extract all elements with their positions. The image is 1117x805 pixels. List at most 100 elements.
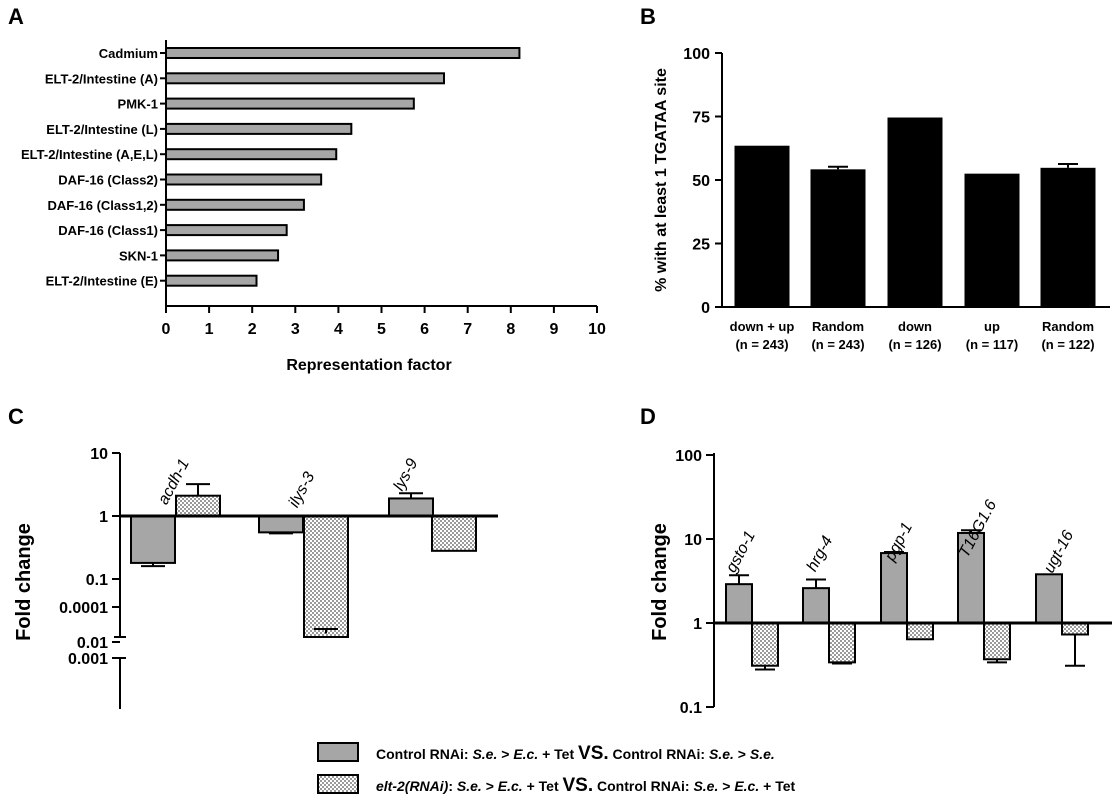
chart-d-bar: [802, 587, 830, 624]
chart-c-bar: [431, 515, 477, 552]
chart-c-y-tick-label: 1: [99, 509, 108, 526]
chart-a-category-label: DAF-16 (Class1,2): [47, 198, 158, 213]
chart-a-bar: [165, 148, 338, 161]
chart-a-bar: [165, 198, 305, 211]
chart-a-x-tick-label: 3: [291, 321, 300, 338]
chart-d-bar: [828, 622, 856, 664]
chart-b-category-label: Random: [1042, 319, 1094, 334]
chart-c-bar: [388, 497, 434, 518]
legend-label-control: Control RNAi: S.e. > E.c. + Tet VS. Cont…: [376, 743, 775, 764]
chart-b-category-n: (n = 243): [735, 337, 788, 352]
chart-a-bar: [165, 173, 323, 186]
chart-b-y-tick-label: 25: [692, 237, 710, 254]
chart-c-bar: [303, 515, 349, 638]
chart-a-x-label: Representation factor: [286, 357, 451, 374]
chart-b-category-n: (n = 243): [811, 337, 864, 352]
chart-c-y-label: Fold change: [13, 523, 35, 641]
chart-a-bar: [165, 72, 445, 85]
chart-a-bar: [165, 274, 258, 287]
chart-a: Cadmium ELT-2/Intestine (A) PMK-1 ELT-2/Int…: [21, 40, 606, 374]
chart-a-x-tick-label: 9: [549, 321, 558, 338]
chart-a-category-label: ELT-2/Intestine (E): [46, 274, 158, 289]
chart-b-category-label: up: [984, 319, 1000, 334]
chart-d-y-tick-label: 10: [684, 532, 702, 549]
chart-a-category-label: PMK-1: [118, 97, 158, 112]
panel-label-d: D: [640, 404, 656, 429]
chart-a-x-tick-label: 5: [377, 321, 386, 338]
chart-c-y-tick-label: 0.01: [77, 635, 108, 652]
chart-d-bar: [983, 622, 1011, 661]
chart-a-bar: [165, 122, 353, 135]
chart-d-y-tick-label: 100: [675, 448, 702, 465]
chart-a-x-tick-label: 1: [205, 321, 214, 338]
chart-b-bar: [734, 145, 790, 307]
chart-c-bar: [175, 494, 221, 518]
chart-b-category-label: down + up: [730, 319, 795, 334]
chart-b-category-n: (n = 117): [966, 337, 1018, 352]
chart-d-gene-label: ugt-16: [1041, 528, 1077, 576]
chart-b-y-tick-label: 75: [692, 110, 710, 127]
chart-d-bar: [1061, 622, 1089, 636]
chart-c-y-tick-label: 0.1: [86, 572, 108, 589]
chart-d-bar: [725, 583, 753, 624]
chart-d-gene-label: hrg-4: [804, 533, 837, 574]
chart-b-y-label: % with at least 1 TGATAA site: [653, 68, 670, 292]
chart-c-bar: [258, 515, 304, 534]
chart-a-category-label: DAF-16 (Class1): [58, 223, 158, 238]
chart-a-x-tick-label: 7: [463, 321, 472, 338]
legend-swatch-control: [317, 742, 359, 762]
chart-a-category-label: ELT-2/Intestine (A): [45, 71, 158, 86]
chart-b-category-label: down: [898, 319, 932, 334]
chart-b-bar: [887, 117, 943, 308]
legend-swatch-elt2: [317, 774, 359, 794]
chart-a-x-tick-label: 6: [420, 321, 429, 338]
chart-b-bar: [1040, 167, 1096, 307]
chart-a-bar: [165, 47, 521, 59]
chart-d-y-label: Fold change: [649, 523, 671, 641]
chart-d-bar: [880, 552, 908, 625]
chart-c-gene-label: lys-9: [391, 456, 422, 494]
chart-c-y-tick-label: 0.0001: [59, 600, 108, 617]
chart-a-category-label: ELT-2/Intestine (A,E,L): [21, 147, 158, 162]
chart-a-bar: [165, 224, 288, 237]
chart-c-gene-label: ilys-3: [286, 469, 319, 510]
chart-a-x-tick-label: 2: [248, 321, 257, 338]
chart-d-bar: [1035, 573, 1063, 624]
chart-c-y-tick-label: 10: [90, 446, 108, 463]
chart-d-bar: [906, 622, 934, 641]
chart-a-x-tick-label: 4: [334, 321, 343, 338]
chart-d-gene-label: pgp-1: [881, 520, 916, 565]
chart-a-category-label: ELT-2/Intestine (L): [46, 122, 158, 137]
chart-b-bar: [964, 173, 1020, 307]
chart-b-y-tick-label: 50: [692, 173, 710, 190]
chart-b-bar: [810, 169, 866, 307]
panel-label-c: C: [8, 404, 24, 429]
chart-a-x-tick-label: 10: [588, 321, 606, 338]
chart-d-y-tick-label: 1: [693, 616, 702, 633]
chart-b-y-tick-label: 0: [701, 300, 710, 317]
chart-a-category-label: DAF-16 (Class2): [58, 173, 158, 188]
legend-label-elt2: elt-2(RNAi): S.e. > E.c. + Tet VS. Contr…: [376, 775, 795, 796]
legend: Control RNAi: S.e. > E.c. + Tet VS. Cont…: [317, 742, 795, 796]
panel-label-a: A: [8, 4, 24, 29]
panel-label-b: B: [640, 4, 656, 29]
chart-d-bar: [751, 622, 779, 667]
chart-c-bar-break: [302, 638, 350, 657]
chart-a-category-label: SKN-1: [119, 248, 158, 263]
chart-b-category-label: Random: [812, 319, 864, 334]
chart-a-bar: [165, 249, 280, 262]
chart-b: down + up (n = 243) Random (n = 243) down (n …: [653, 46, 1110, 352]
chart-d-y-tick-label: 0.1: [680, 700, 702, 717]
chart-b-y-tick-label: 100: [683, 46, 710, 63]
chart-a-bar: [165, 97, 415, 110]
chart-b-category-n: (n = 122): [1041, 337, 1094, 352]
chart-b-category-n: (n = 126): [888, 337, 941, 352]
chart-c-y-tick-label: 0.001: [68, 651, 108, 668]
chart-d-gene-label: gsto-1: [723, 528, 759, 575]
chart-a-category-label: Cadmium: [99, 46, 158, 61]
chart-a-x-tick-label: 8: [506, 321, 515, 338]
chart-a-x-tick-label: 0: [162, 321, 171, 338]
